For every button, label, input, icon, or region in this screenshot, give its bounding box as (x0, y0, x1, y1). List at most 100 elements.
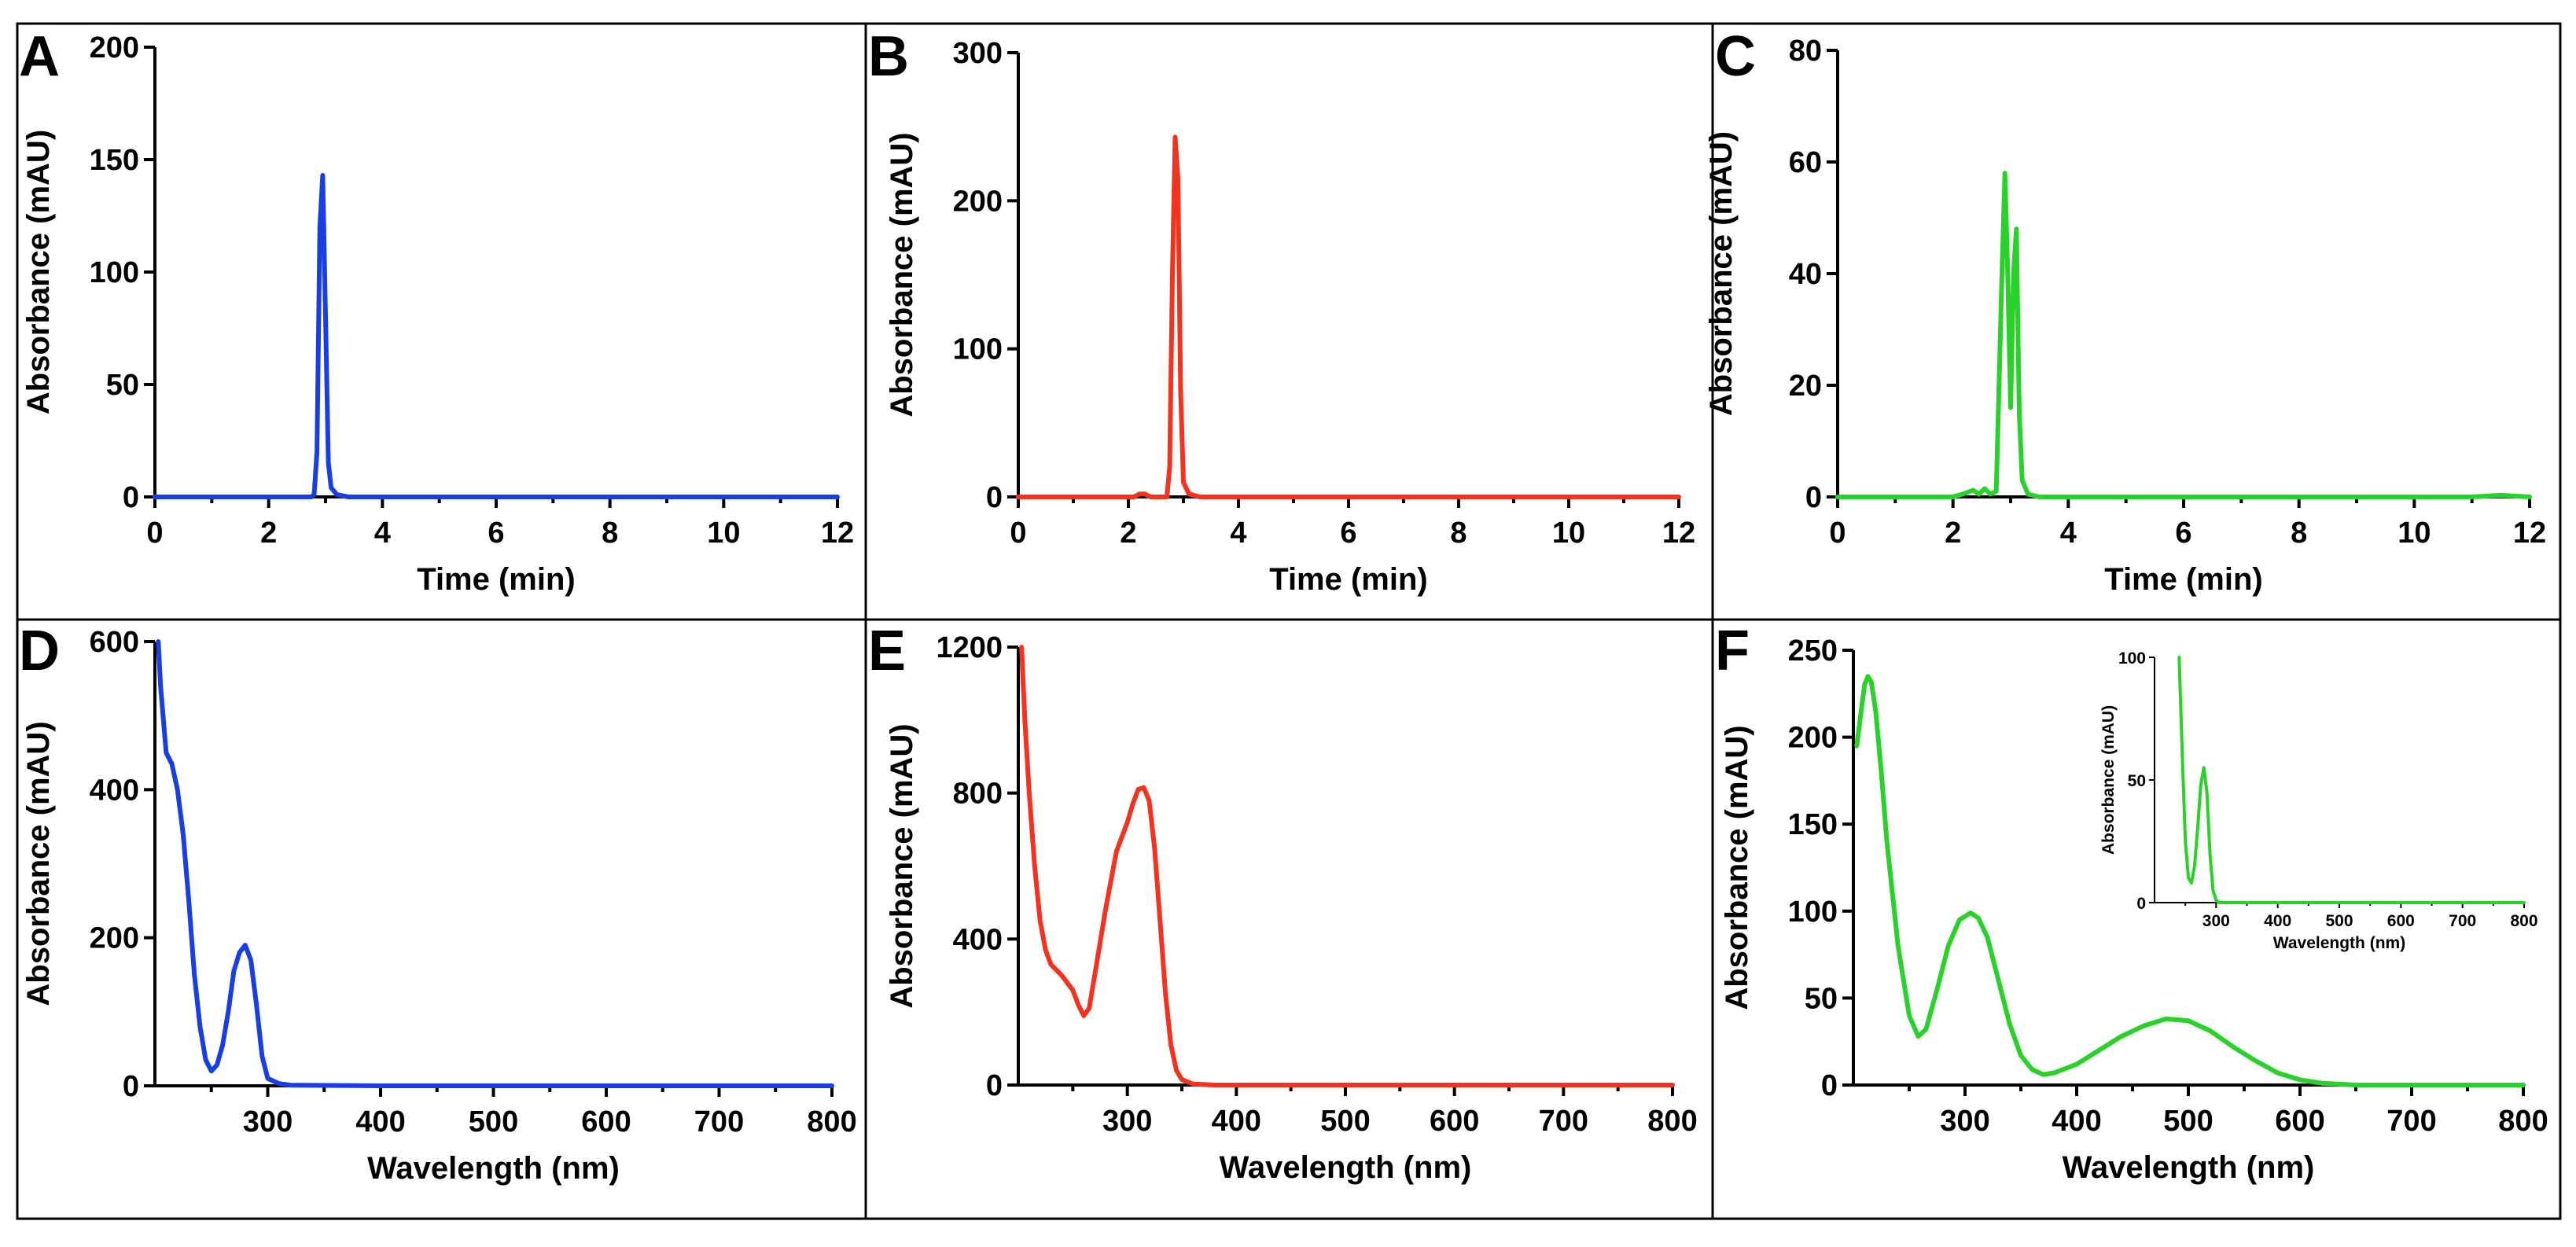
y-tick-label: 50 (106, 369, 139, 402)
x-tick-label: 400 (2264, 912, 2291, 930)
x-tick-label: 600 (2387, 912, 2415, 930)
series-line-f (1854, 674, 2526, 1087)
chart-b: 0 2 4 6 8 10 12 0 100 200 300 Time (min) Absorbance … (885, 37, 1695, 597)
x-tick-label: 12 (1662, 517, 1695, 550)
x-tick-label: 700 (2386, 1105, 2436, 1138)
y-tick-label: 200 (90, 922, 139, 955)
x-tick-label: 10 (707, 517, 740, 550)
y-tick-label: 200 (90, 31, 139, 64)
y-axis-title: Absorbance (mAU) (885, 723, 919, 1008)
x-tick-label: 500 (2325, 912, 2353, 930)
series-line-c (1835, 171, 2532, 499)
y-tick-label: 400 (90, 774, 139, 807)
x-axis-title: Time (min) (2104, 562, 2263, 597)
panel-label-f: F (1715, 620, 1750, 682)
x-tick-label: 4 (1230, 517, 1246, 550)
x-tick-label: 6 (1340, 517, 1356, 550)
x-axis-title: Wavelength (nm) (2273, 934, 2405, 952)
x-tick-label: 10 (1552, 517, 1585, 550)
x-tick-label: 2 (260, 517, 277, 550)
y-tick-label: 100 (953, 333, 1003, 366)
x-axis-title: Time (min) (1269, 562, 1428, 597)
x-tick-label: 500 (2163, 1105, 2213, 1138)
x-tick-label: 800 (2498, 1105, 2548, 1138)
x-tick-label: 500 (1320, 1105, 1370, 1138)
y-axis-title: Absorbance (mAU) (1704, 131, 1739, 416)
panel-label-b: B (868, 25, 909, 88)
y-axis-title: Absorbance (mAU) (885, 132, 919, 417)
y-tick-label: 250 (1788, 635, 1838, 668)
x-tick-label: 4 (374, 517, 391, 550)
chart-e: 300 400 500 600 700 800 0 400 800 1200 Wavelength … (885, 631, 1698, 1185)
series-line-e (1019, 645, 1675, 1087)
panel-label-d: D (19, 620, 60, 682)
x-tick-label: 8 (1450, 517, 1466, 550)
x-tick-label: 12 (821, 517, 854, 550)
series-line-d (156, 639, 834, 1088)
y-tick-label: 0 (2136, 895, 2146, 913)
x-tick-label: 6 (488, 517, 504, 550)
y-tick-label: 800 (953, 778, 1003, 811)
x-tick-label: 300 (243, 1105, 293, 1138)
y-tick-label: 200 (1788, 722, 1838, 755)
x-tick-label: 8 (602, 517, 618, 550)
y-tick-label: 600 (90, 626, 139, 659)
chart-f: 300 400 500 600 700 800050100150200250Wavelen… (1720, 635, 2548, 1185)
chart-d: 300 400 500 600 700 800 0 200 400 600 Wavelength (… (21, 626, 857, 1186)
x-tick-label: 12 (2513, 517, 2546, 550)
y-axis-title: Absorbance (mAU) (2099, 705, 2118, 855)
y-tick-label: 100 (1788, 896, 1838, 929)
x-tick-label: 6 (2175, 517, 2191, 550)
y-tick-label: 40 (1789, 258, 1822, 291)
x-tick-label: 10 (2398, 517, 2431, 550)
y-tick-label: 0 (986, 481, 1003, 514)
panel-frames (16, 22, 2562, 1220)
x-tick-label: 600 (2275, 1105, 2324, 1138)
x-axis-title: Wavelength (nm) (367, 1151, 620, 1186)
y-tick-label: 0 (1821, 1069, 1838, 1102)
x-tick-label: 800 (1647, 1105, 1697, 1138)
x-tick-label: 800 (2510, 912, 2537, 930)
x-tick-label: 0 (1829, 517, 1846, 550)
x-tick-label: 8 (2291, 517, 2307, 550)
x-tick-label: 400 (1212, 1105, 1261, 1138)
y-tick-label: 60 (1789, 146, 1822, 179)
y-tick-label: 0 (123, 481, 139, 514)
x-tick-label: 0 (1010, 517, 1026, 550)
series-line-a (153, 173, 840, 499)
y-tick-label: 1200 (936, 631, 1003, 664)
x-tick-label: 700 (2449, 912, 2476, 930)
x-tick-label: 600 (1430, 1105, 1479, 1138)
y-tick-label: 150 (90, 144, 139, 177)
x-tick-label: 500 (469, 1105, 518, 1138)
x-tick-label: 700 (694, 1105, 744, 1138)
y-tick-label: 400 (953, 923, 1003, 956)
x-tick-label: 300 (1940, 1105, 1989, 1138)
y-tick-label: 150 (1788, 808, 1838, 841)
panel-label-c: C (1715, 25, 1756, 88)
chart-f-inset: 300 400 500 600 700 800 0 50 100 Wavelength (nm) A… (2099, 649, 2538, 952)
x-tick-label: 400 (355, 1105, 405, 1138)
x-tick-label: 400 (2052, 1105, 2101, 1138)
y-tick-label: 0 (986, 1069, 1003, 1102)
x-tick-label: 4 (2060, 517, 2077, 550)
x-tick-label: 600 (581, 1105, 631, 1138)
y-tick-label: 100 (90, 256, 139, 289)
series-line-b (1016, 134, 1681, 499)
x-tick-label: 300 (1102, 1105, 1152, 1138)
y-tick-label: 80 (1789, 35, 1822, 68)
y-axis-title: Absorbance (mAU) (21, 721, 56, 1006)
y-axis-title: Absorbance (mAU) (1720, 725, 1754, 1010)
frame-b (864, 22, 1714, 621)
y-tick-label: 100 (2118, 649, 2146, 668)
x-tick-label: 800 (807, 1105, 856, 1138)
y-tick-label: 50 (2128, 772, 2146, 790)
y-tick-label: 200 (953, 185, 1003, 218)
x-tick-label: 300 (2202, 912, 2230, 930)
y-tick-label: 50 (1805, 982, 1838, 1015)
x-tick-label: 2 (1120, 517, 1136, 550)
x-axis-title: Time (min) (417, 562, 576, 597)
panel-label-e: E (868, 620, 906, 682)
